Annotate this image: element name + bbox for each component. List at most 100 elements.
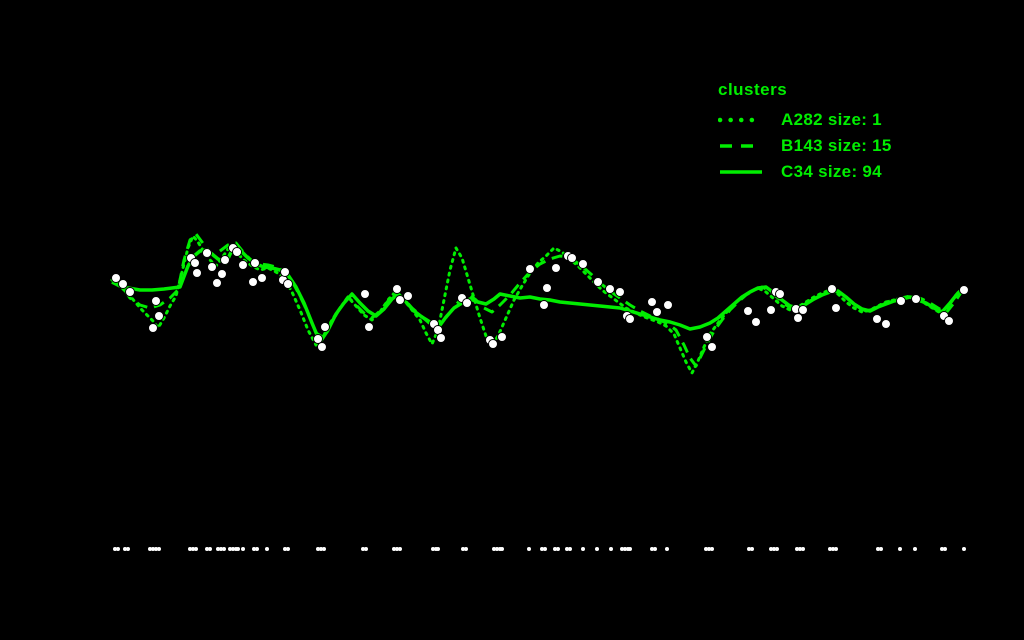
data-point-marker — [944, 316, 954, 326]
data-point-marker — [364, 322, 374, 332]
rug-dot — [286, 547, 290, 551]
legend-solid-line-icon — [720, 170, 762, 174]
rug-dot — [898, 547, 902, 551]
legend-items: A282 size: 1 B143 size: 15 C34 size: 94 — [718, 107, 892, 185]
data-point-marker — [766, 305, 776, 315]
legend-item-dotted: A282 size: 1 — [718, 107, 892, 133]
rug-dot — [609, 547, 613, 551]
rug-dot — [831, 547, 835, 551]
rug-dot — [216, 547, 220, 551]
data-point-marker — [283, 279, 293, 289]
data-point-marker — [217, 269, 227, 279]
rug-dot — [879, 547, 883, 551]
data-point-marker — [360, 289, 370, 299]
rug-dot — [205, 547, 209, 551]
rug-dot — [231, 547, 235, 551]
rug-dot — [241, 547, 245, 551]
data-point-marker — [959, 285, 969, 295]
rug-dot — [876, 547, 880, 551]
rug-dot — [769, 547, 773, 551]
data-point-marker — [232, 247, 242, 257]
rug-dot — [527, 547, 531, 551]
rug-dot — [398, 547, 402, 551]
rug-dot — [316, 547, 320, 551]
rug-dot — [361, 547, 365, 551]
rug-dot — [620, 547, 624, 551]
rug-dot — [322, 547, 326, 551]
rug-dot — [495, 547, 499, 551]
data-point-marker — [202, 248, 212, 258]
data-point-marker — [118, 279, 128, 289]
rug-dot — [553, 547, 557, 551]
legend-dotted-line-icon — [718, 117, 764, 123]
data-point-marker — [625, 314, 635, 324]
rug-dot — [492, 547, 496, 551]
rug-dot — [704, 547, 708, 551]
rug-dot — [650, 547, 654, 551]
rug-dot — [191, 547, 195, 551]
data-point-marker — [647, 297, 657, 307]
rug-dot — [795, 547, 799, 551]
data-point-marker — [539, 300, 549, 310]
rug-dot — [464, 547, 468, 551]
legend-title: clusters — [718, 80, 788, 99]
data-point-marker — [615, 287, 625, 297]
data-point-marker — [192, 268, 202, 278]
data-point-marker — [663, 300, 673, 310]
rug-dot — [565, 547, 569, 551]
rug-dot — [750, 547, 754, 551]
data-point-marker — [125, 287, 135, 297]
data-point-marker — [154, 311, 164, 321]
rug-dot — [395, 547, 399, 551]
legend-item-solid: C34 size: 94 — [718, 159, 892, 185]
data-point-marker — [313, 334, 323, 344]
data-point-marker — [525, 264, 535, 274]
rug-dot — [392, 547, 396, 551]
rug-dot — [628, 547, 632, 551]
data-point-marker — [212, 278, 222, 288]
data-point-marker — [896, 296, 906, 306]
data-point-marker — [593, 277, 603, 287]
data-point-marker — [707, 342, 717, 352]
data-point-marker — [320, 322, 330, 332]
data-point-marker — [578, 259, 588, 269]
data-point-marker — [248, 277, 258, 287]
data-point-marker — [148, 323, 158, 333]
legend-item-label: A282 size: 1 — [781, 110, 882, 129]
data-point-marker — [395, 295, 405, 305]
rug-dot — [568, 547, 572, 551]
rug-dot — [364, 547, 368, 551]
legend-item-label: B143 size: 15 — [781, 136, 892, 155]
data-point-marker — [751, 317, 761, 327]
data-point-marker — [436, 333, 446, 343]
data-point-marker — [567, 253, 577, 263]
rug-dot — [940, 547, 944, 551]
rug-dot — [665, 547, 669, 551]
rug-dot — [194, 547, 198, 551]
data-point-marker — [497, 332, 507, 342]
data-point-marker — [220, 255, 230, 265]
data-point-marker — [488, 339, 498, 349]
rug-dot — [581, 547, 585, 551]
rug-dot — [236, 547, 240, 551]
rug-dot — [828, 547, 832, 551]
data-point-marker — [257, 273, 267, 283]
rug-dot — [461, 547, 465, 551]
rug-dot — [208, 547, 212, 551]
rug-dot — [747, 547, 751, 551]
data-point-marker — [872, 314, 882, 324]
data-point-marker — [911, 294, 921, 304]
data-point-marker — [151, 296, 161, 306]
rug-dot — [556, 547, 560, 551]
data-point-marker — [831, 303, 841, 313]
data-point-marker — [190, 258, 200, 268]
data-point-marker — [551, 263, 561, 273]
rug-dot — [543, 547, 547, 551]
rug-dot — [595, 547, 599, 551]
data-point-marker — [250, 258, 260, 268]
data-point-marker — [111, 273, 121, 283]
rug-dot — [710, 547, 714, 551]
data-point-marker — [392, 284, 402, 294]
